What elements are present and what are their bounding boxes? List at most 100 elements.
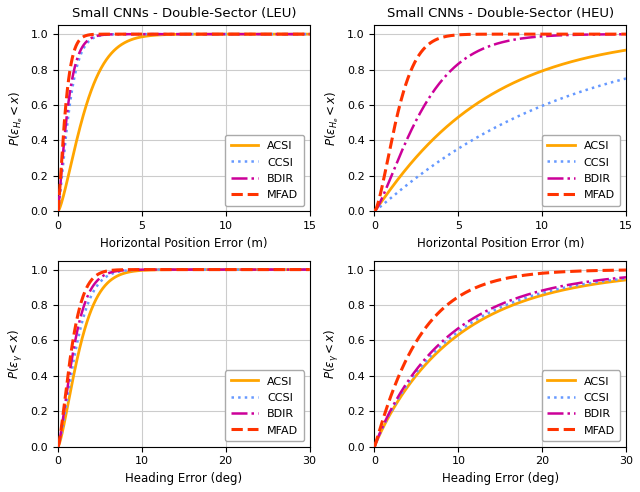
MFAD — [472, 284, 480, 290]
BDIR — [277, 31, 285, 37]
MFAD — [481, 31, 489, 37]
ACSI — [255, 267, 262, 273]
BDIR — [250, 31, 258, 37]
ACSI — [481, 95, 489, 101]
BDIR — [481, 308, 489, 314]
MFAD — [80, 292, 88, 298]
CCSI — [250, 267, 258, 273]
CCSI — [227, 31, 234, 37]
MFAD — [266, 267, 274, 273]
CCSI — [306, 31, 314, 37]
MFAD — [80, 33, 88, 39]
CCSI — [54, 444, 62, 450]
Line: BDIR: BDIR — [58, 270, 310, 447]
ACSI — [572, 284, 579, 290]
Title: Small CNNs - Double-Sector (HEU): Small CNNs - Double-Sector (HEU) — [387, 7, 614, 20]
BDIR — [543, 33, 551, 39]
Y-axis label: $P(\epsilon_{H_e} < x)$: $P(\epsilon_{H_e} < x)$ — [8, 91, 25, 146]
BDIR — [255, 31, 262, 37]
Y-axis label: $P(\epsilon_\gamma < x)$: $P(\epsilon_\gamma < x)$ — [7, 329, 25, 379]
BDIR — [80, 304, 88, 309]
Line: MFAD: MFAD — [374, 270, 626, 447]
BDIR — [543, 286, 551, 292]
CCSI — [481, 312, 489, 318]
Line: MFAD: MFAD — [58, 34, 310, 212]
CCSI — [371, 209, 378, 215]
BDIR — [567, 32, 575, 38]
ACSI — [543, 66, 551, 72]
BDIR — [80, 42, 88, 48]
MFAD — [54, 209, 62, 215]
CCSI — [306, 267, 314, 273]
Line: ACSI: ACSI — [374, 50, 626, 212]
MFAD — [543, 270, 551, 276]
ACSI — [250, 267, 258, 273]
MFAD — [250, 267, 258, 273]
CCSI — [472, 135, 480, 141]
BDIR — [396, 152, 404, 158]
CCSI — [255, 267, 262, 273]
Line: CCSI: CCSI — [374, 278, 626, 447]
CCSI — [572, 91, 579, 96]
BDIR — [156, 267, 164, 273]
CCSI — [396, 187, 404, 193]
ACSI — [80, 111, 88, 117]
BDIR — [472, 49, 480, 55]
ACSI — [255, 31, 262, 37]
ACSI — [306, 267, 314, 273]
CCSI — [54, 209, 62, 215]
CCSI — [543, 101, 551, 107]
MFAD — [227, 31, 235, 37]
ACSI — [227, 267, 234, 273]
BDIR — [622, 31, 630, 37]
MFAD — [567, 31, 575, 37]
MFAD — [255, 267, 262, 273]
BDIR — [396, 390, 404, 396]
ACSI — [156, 32, 164, 38]
Line: MFAD: MFAD — [374, 34, 626, 212]
ACSI — [306, 31, 314, 37]
CCSI — [472, 317, 480, 323]
ACSI — [227, 31, 234, 37]
ACSI — [396, 395, 404, 400]
MFAD — [572, 31, 579, 37]
MFAD — [306, 31, 314, 37]
MFAD — [54, 444, 62, 450]
ACSI — [472, 101, 480, 107]
CCSI — [622, 76, 630, 82]
Legend: ACSI, CCSI, BDIR, MFAD: ACSI, CCSI, BDIR, MFAD — [225, 370, 304, 441]
Line: ACSI: ACSI — [58, 270, 310, 447]
Legend: ACSI, CCSI, BDIR, MFAD: ACSI, CCSI, BDIR, MFAD — [541, 135, 621, 206]
MFAD — [156, 31, 164, 37]
CCSI — [572, 282, 579, 288]
ACSI — [543, 291, 551, 297]
CCSI — [227, 267, 234, 273]
ACSI — [481, 315, 489, 321]
BDIR — [371, 444, 378, 450]
Legend: ACSI, CCSI, BDIR, MFAD: ACSI, CCSI, BDIR, MFAD — [225, 135, 304, 206]
CCSI — [165, 31, 173, 37]
X-axis label: Heading Error (deg): Heading Error (deg) — [125, 472, 243, 485]
MFAD — [543, 31, 551, 37]
Line: CCSI: CCSI — [374, 79, 626, 212]
BDIR — [255, 267, 262, 273]
CCSI — [156, 31, 164, 37]
ACSI — [156, 267, 164, 273]
BDIR — [481, 45, 489, 51]
Line: MFAD: MFAD — [58, 270, 310, 447]
Line: ACSI: ACSI — [58, 34, 310, 212]
BDIR — [165, 31, 173, 37]
MFAD — [190, 31, 198, 37]
Line: BDIR: BDIR — [58, 34, 310, 212]
Line: CCSI: CCSI — [58, 34, 310, 212]
X-axis label: Horizontal Position Error (m): Horizontal Position Error (m) — [417, 237, 584, 249]
MFAD — [156, 267, 164, 273]
CCSI — [259, 31, 266, 37]
ACSI — [622, 277, 630, 283]
Title: Small CNNs - Double-Sector (LEU): Small CNNs - Double-Sector (LEU) — [72, 7, 296, 20]
MFAD — [572, 268, 579, 274]
CCSI — [622, 276, 630, 281]
CCSI — [165, 267, 173, 273]
CCSI — [567, 283, 575, 289]
BDIR — [472, 313, 480, 319]
